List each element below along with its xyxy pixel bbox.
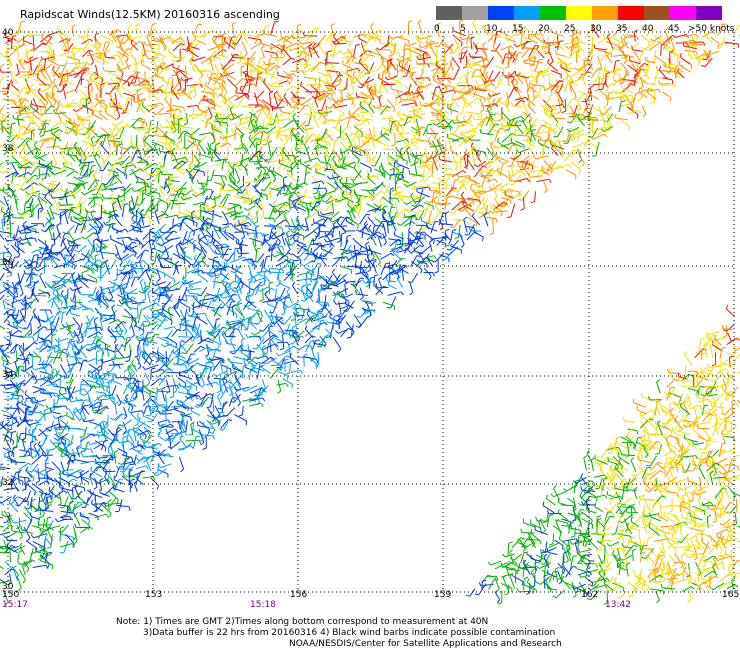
legend-swatch-10 <box>696 6 722 20</box>
legend-label-1: 5 <box>460 24 466 34</box>
legend-label-10: >50 knots <box>688 24 735 34</box>
time-label-right: 13:42 <box>605 600 631 610</box>
lat-label-36: 36 <box>2 258 14 268</box>
time-label-left: 15:17 <box>2 600 28 610</box>
map-title: Rapidscat Winds(12.5KM) 20160316 ascendi… <box>20 8 280 21</box>
legend-swatch-7 <box>618 6 644 20</box>
lon-label-150: 150 <box>2 590 20 600</box>
legend-label-2: 10 <box>486 24 498 34</box>
legend-swatch-9 <box>670 6 696 20</box>
lat-label-40: 40 <box>2 28 14 38</box>
lon-label-159: 159 <box>434 590 452 600</box>
legend-label-3: 15 <box>512 24 524 34</box>
lat-label-38: 38 <box>2 144 14 154</box>
note-line-2: 3)Data buffer is 22 hrs from 20160316 4)… <box>143 628 556 638</box>
lon-label-156: 156 <box>290 590 308 600</box>
legend-swatch-8 <box>644 6 670 20</box>
legend-label-9: 45 <box>668 24 680 34</box>
legend-label-8: 40 <box>642 24 654 34</box>
note-line-3: NOAA/NESDIS/Center for Satellite Applica… <box>289 639 562 649</box>
lon-label-165: 165 <box>722 590 740 600</box>
legend-swatch-2 <box>488 6 514 20</box>
swath-right-wind-barbs <box>465 305 740 605</box>
note-line-1: Note: 1) Times are GMT 2)Times along bot… <box>116 617 489 627</box>
lon-label-162: 162 <box>581 590 599 600</box>
legend-label-4: 20 <box>538 24 550 34</box>
time-label-middle: 15:18 <box>250 600 276 610</box>
legend-swatch-1 <box>462 6 488 20</box>
legend-swatch-3 <box>514 6 540 20</box>
legend-swatch-5 <box>566 6 592 20</box>
legend-swatch-4 <box>540 6 566 20</box>
lat-lon-gridlines <box>7 31 735 593</box>
lat-label-32: 32 <box>2 478 14 488</box>
lon-label-153: 153 <box>145 590 163 600</box>
legend-swatch-6 <box>592 6 618 20</box>
swath-left-wind-barbs <box>0 19 740 606</box>
lat-label-30: 30 <box>2 582 14 592</box>
lat-label-34: 34 <box>2 370 14 380</box>
legend-label-7: 35 <box>616 24 628 34</box>
legend-label-6: 30 <box>590 24 602 34</box>
legend-swatch-0 <box>436 6 462 20</box>
wind-speed-legend: 0 5 10 15 20 25 30 35 40 45 >50 knots <box>434 4 740 36</box>
legend-label-0: 0 <box>434 24 440 34</box>
legend-label-5: 25 <box>564 24 576 34</box>
